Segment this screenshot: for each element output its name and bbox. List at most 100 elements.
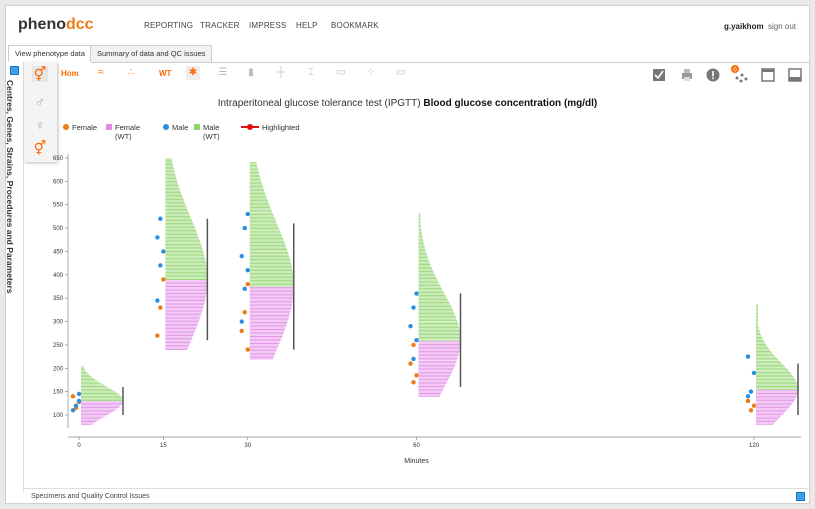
male-point: [70, 408, 76, 413]
signout-link[interactable]: sign out: [768, 22, 797, 31]
crosshair-icon[interactable]: ┼: [277, 67, 285, 78]
scatter-icon[interactable]: ∴: [127, 67, 135, 78]
sidebar-toggle[interactable]: Centres, Genes, Strains, Procedures and …: [5, 62, 24, 492]
chart-title-parameter: Blood glucose concentration (mg/dl): [423, 98, 598, 109]
male-point: [411, 305, 416, 310]
bottom-bar: Specimens and Quality Control Issues: [23, 488, 809, 504]
y-tick-label: 150: [53, 390, 64, 396]
x-tick-label: 120: [749, 443, 760, 449]
gender-filter-panel: ⚥ ♂ ♀ ⚥: [24, 62, 57, 162]
legend-highlighted: Highlighted: [262, 123, 300, 132]
male-point: [411, 356, 416, 362]
female-point: [745, 398, 751, 404]
hom-toggle[interactable]: Hom: [61, 69, 79, 78]
print-icon[interactable]: [680, 68, 694, 82]
male-point: [245, 267, 250, 273]
legend-male-wt: Male (WT): [203, 123, 220, 141]
female-point: [158, 305, 163, 310]
x-tick-label: 15: [160, 443, 167, 449]
top-navigation: phenodcc REPORTING TRACKER IMPRESS HELP …: [6, 6, 809, 46]
y-tick-label: 300: [53, 320, 64, 326]
x-tick-label: 0: [77, 443, 81, 449]
bar-chart-icon[interactable]: ▮: [248, 67, 254, 78]
nav-reporting[interactable]: REPORTING: [144, 21, 194, 30]
male-point: [76, 398, 82, 404]
window-icon[interactable]: [761, 68, 775, 82]
male-point: [161, 249, 166, 254]
nav-tracker[interactable]: TRACKER: [200, 21, 240, 30]
male-point: [242, 225, 247, 231]
female-icon[interactable]: ♀: [34, 117, 46, 133]
female-point: [70, 394, 76, 399]
male-point: [414, 291, 419, 296]
logo[interactable]: phenodcc: [18, 16, 94, 33]
y-tick-label: 550: [53, 203, 64, 209]
qc-points-icon[interactable]: 0: [730, 64, 750, 84]
y-tick-label: 450: [53, 249, 64, 255]
male-point: [745, 354, 751, 359]
alert-icon[interactable]: [706, 68, 720, 82]
scatter-grid-icon[interactable]: ⁘: [366, 67, 376, 78]
y-tick-label: 600: [53, 179, 64, 185]
y-tick-label: 500: [53, 226, 64, 232]
app-frame: phenodcc REPORTING TRACKER IMPRESS HELP …: [5, 5, 810, 504]
y-tick-label: 650: [53, 156, 64, 162]
y-tick-label: 350: [53, 296, 64, 302]
male-point: [751, 370, 757, 376]
male-point: [158, 216, 163, 221]
male-point: [748, 389, 754, 394]
new-icon[interactable]: ▭: [396, 67, 406, 78]
male-point: [73, 403, 79, 408]
line-chart-icon[interactable]: ≈: [98, 67, 104, 78]
legend-male-swatch: [163, 124, 169, 130]
female-point: [411, 380, 416, 385]
female-point: [239, 328, 244, 334]
legend-female: Female: [72, 123, 98, 132]
male-point: [242, 286, 247, 292]
nav-impress[interactable]: IMPRESS: [249, 21, 287, 30]
checkbox-icon[interactable]: [652, 68, 666, 82]
panel-icon[interactable]: [788, 68, 802, 82]
female-point: [414, 373, 419, 378]
nav-help[interactable]: HELP: [296, 21, 318, 30]
chart-title-procedure: Intraperitoneal glucose tolerance test (…: [217, 98, 421, 109]
data-table-icon[interactable]: ▭: [336, 67, 346, 78]
legend-female-wt: Female (WT): [115, 123, 141, 141]
male-point: [155, 235, 160, 240]
x-tick-label: 60: [413, 443, 420, 449]
specimens-qc-label[interactable]: Specimens and Quality Control Issues: [31, 493, 150, 500]
x-axis-label: Minutes: [404, 458, 429, 465]
swarm-plot-icon[interactable]: ✱: [186, 66, 200, 80]
male-point: [158, 263, 163, 268]
male-point: [155, 298, 160, 303]
legend-female-swatch: [63, 124, 69, 130]
female-point: [155, 333, 160, 338]
female-point: [161, 277, 166, 282]
error-bar-icon[interactable]: ⌶: [308, 67, 314, 78]
x-tick-label: 30: [244, 443, 251, 449]
expand-icon[interactable]: [10, 66, 19, 75]
legend-male-wt-swatch: [194, 124, 200, 130]
legend-highlight-dot: [247, 124, 253, 130]
male-point: [239, 319, 244, 324]
male-point: [245, 211, 250, 217]
expand-bottom-icon[interactable]: [796, 492, 805, 501]
box-plot-icon[interactable]: ☰: [218, 67, 228, 78]
combined-sexes-icon[interactable]: ⚥: [33, 140, 47, 156]
male-icon[interactable]: ♂: [34, 94, 46, 110]
male-point: [408, 324, 413, 329]
nav-bookmark[interactable]: BOOKMARK: [331, 21, 379, 30]
tab-bar: View phenotype data Summary of data and …: [6, 44, 809, 63]
y-tick-label: 250: [53, 343, 64, 349]
y-tick-label: 400: [53, 273, 64, 279]
tab-summary-qc[interactable]: Summary of data and QC issues: [90, 45, 213, 62]
both-sexes-icon[interactable]: ⚥: [32, 66, 48, 82]
female-point: [245, 347, 250, 352]
y-tick-label: 200: [53, 366, 64, 372]
female-point: [242, 310, 247, 315]
legend-male: Male: [172, 123, 189, 132]
qc-badge-count: 0: [733, 68, 737, 74]
wt-toggle[interactable]: WT: [159, 69, 172, 78]
chart-title: Intraperitoneal glucose tolerance test (…: [6, 98, 809, 109]
